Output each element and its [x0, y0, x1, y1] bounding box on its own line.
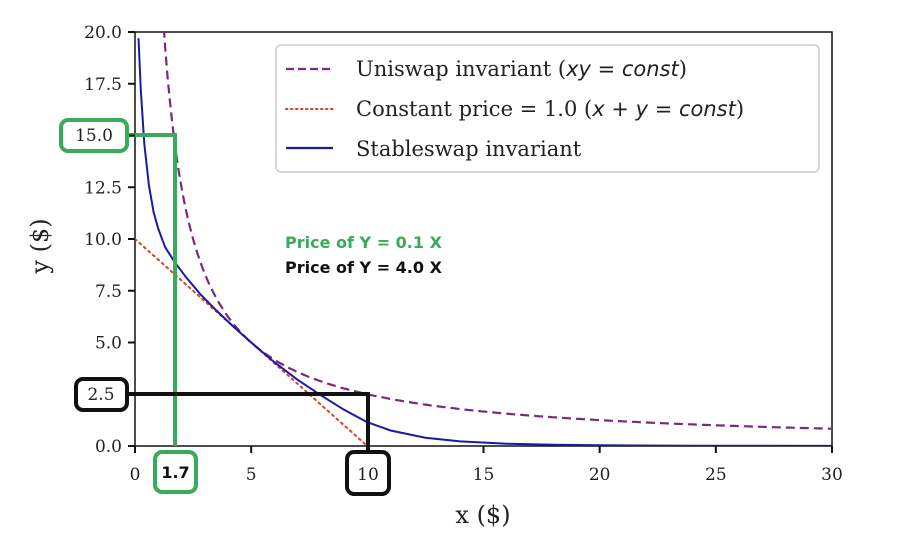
- x-axis-ticks: 0 5 15 20 25 30: [130, 446, 843, 485]
- x-tick-label: 5: [246, 465, 257, 485]
- price-annotation-black: Price of Y = 4.0 X: [285, 258, 443, 277]
- highlight-box-y-15: 15.0: [59, 118, 129, 153]
- legend-item-constant: Constant price = 1.0 (x + y = const): [356, 97, 744, 121]
- x-tick-label: 0: [130, 465, 141, 485]
- y-tick-label: 20.0: [84, 23, 122, 43]
- legend-item-stableswap: Stableswap invariant: [356, 137, 582, 161]
- y-tick-label: 7.5: [95, 282, 122, 302]
- y-axis-title: y ($): [26, 218, 54, 274]
- y-axis-ticks: 0.0 5.0 7.5 10.0 12.5 17.5 20.0: [84, 23, 135, 457]
- highlight-label-y-15: 15.0: [75, 126, 113, 146]
- green-guide-line: [127, 133, 177, 446]
- y-tick-label: 17.5: [84, 75, 122, 95]
- legend: Uniswap invariant (xy = const) Constant …: [275, 44, 820, 173]
- highlight-label-x-10: 10: [357, 465, 379, 485]
- highlight-label-y-2-5: 2.5: [87, 385, 114, 405]
- x-tick-label: 15: [473, 465, 495, 485]
- y-tick-label: 12.5: [84, 178, 122, 198]
- x-axis-title: x ($): [455, 501, 510, 529]
- y-tick-label: 10.0: [84, 230, 122, 250]
- y-tick-label: 5.0: [95, 334, 122, 354]
- highlight-box-y-2-5: 2.5: [74, 377, 129, 412]
- y-tick-label: 0.0: [95, 437, 122, 457]
- price-annotation-green: Price of Y = 0.1 X: [285, 233, 443, 252]
- black-guide-line: [127, 392, 370, 446]
- highlight-box-x-1-7: 1.7: [153, 450, 198, 494]
- uniswap-curve: [162, 32, 832, 430]
- x-tick-label: 30: [821, 465, 843, 485]
- highlight-box-x-10: 10: [345, 450, 391, 496]
- highlight-label-x-1-7: 1.7: [161, 463, 189, 482]
- x-tick-label: 20: [589, 465, 611, 485]
- legend-item-uniswap: Uniswap invariant (xy = const): [356, 57, 687, 81]
- stableswap-curve: [137, 38, 832, 446]
- x-tick-label: 25: [705, 465, 727, 485]
